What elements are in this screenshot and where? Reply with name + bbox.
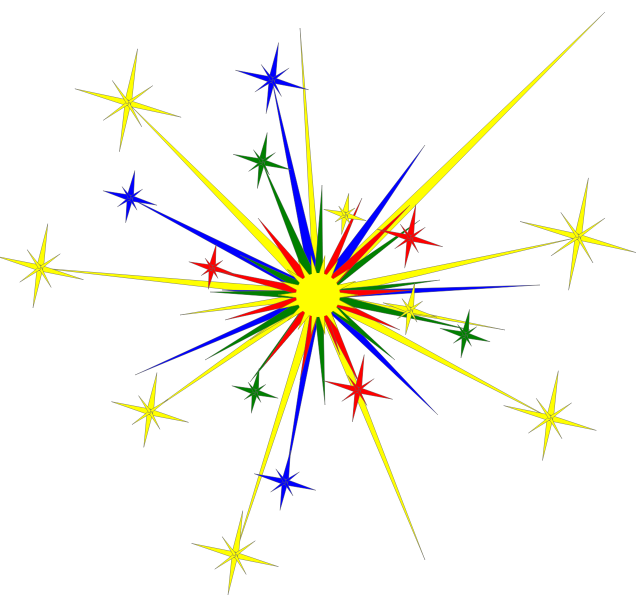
sparkler-core [277,255,359,335]
red-sparkle-star-arm [204,257,214,270]
sparkler-rays [39,11,606,561]
green-sparkle-star [231,368,279,414]
yellow-sparkle-star-arm [138,395,152,414]
yellow-sparkle-star [191,510,279,596]
green-sparkle-star [232,132,292,189]
blue-sparkle-star [253,450,317,511]
blue-sparkle-star [102,170,158,224]
yellow-sparkle-star [0,223,84,309]
yellow-sparkle-star-arm [221,536,237,557]
red-sparkle-star [323,354,393,423]
green-sparkle-star [439,309,491,359]
sparkle-stars [0,42,637,596]
red-sparkle-star-arm [347,375,360,392]
yellow-sparkle-star [503,370,597,461]
blue-sparkle-star [235,42,309,114]
green-sparkle-star-arm [457,324,467,337]
yellow-sparkle-star [323,193,367,235]
red-sparkle-star [376,204,444,269]
yellow-sparkle-star [382,282,438,336]
blue-sparkle-star-arm [275,468,287,484]
green-sparkle-star-arm [247,381,257,394]
yellow-sparkle-star-arm [401,298,412,312]
blue-sparkle-star-arm [121,186,132,200]
green-sparkle-star-arm [253,149,264,164]
yellow-sparkle-star-arm [560,212,580,239]
yellow-sparkle-star-arm [112,80,130,105]
blue-sparkle-star-arm [260,64,274,82]
yellow-sparkle-star-arm [26,249,42,270]
yellow-sparkle-star-arm [536,398,552,420]
red-sparkle-star [188,244,236,290]
red-sparkle-star-arm [400,223,412,240]
yellow-sparkle-star [519,177,637,291]
yellow-sparkle-star [111,372,189,448]
yellow-sparkle-star [74,48,182,152]
yellow-sparkle-star-arm [338,205,347,217]
central-glow [296,273,340,317]
